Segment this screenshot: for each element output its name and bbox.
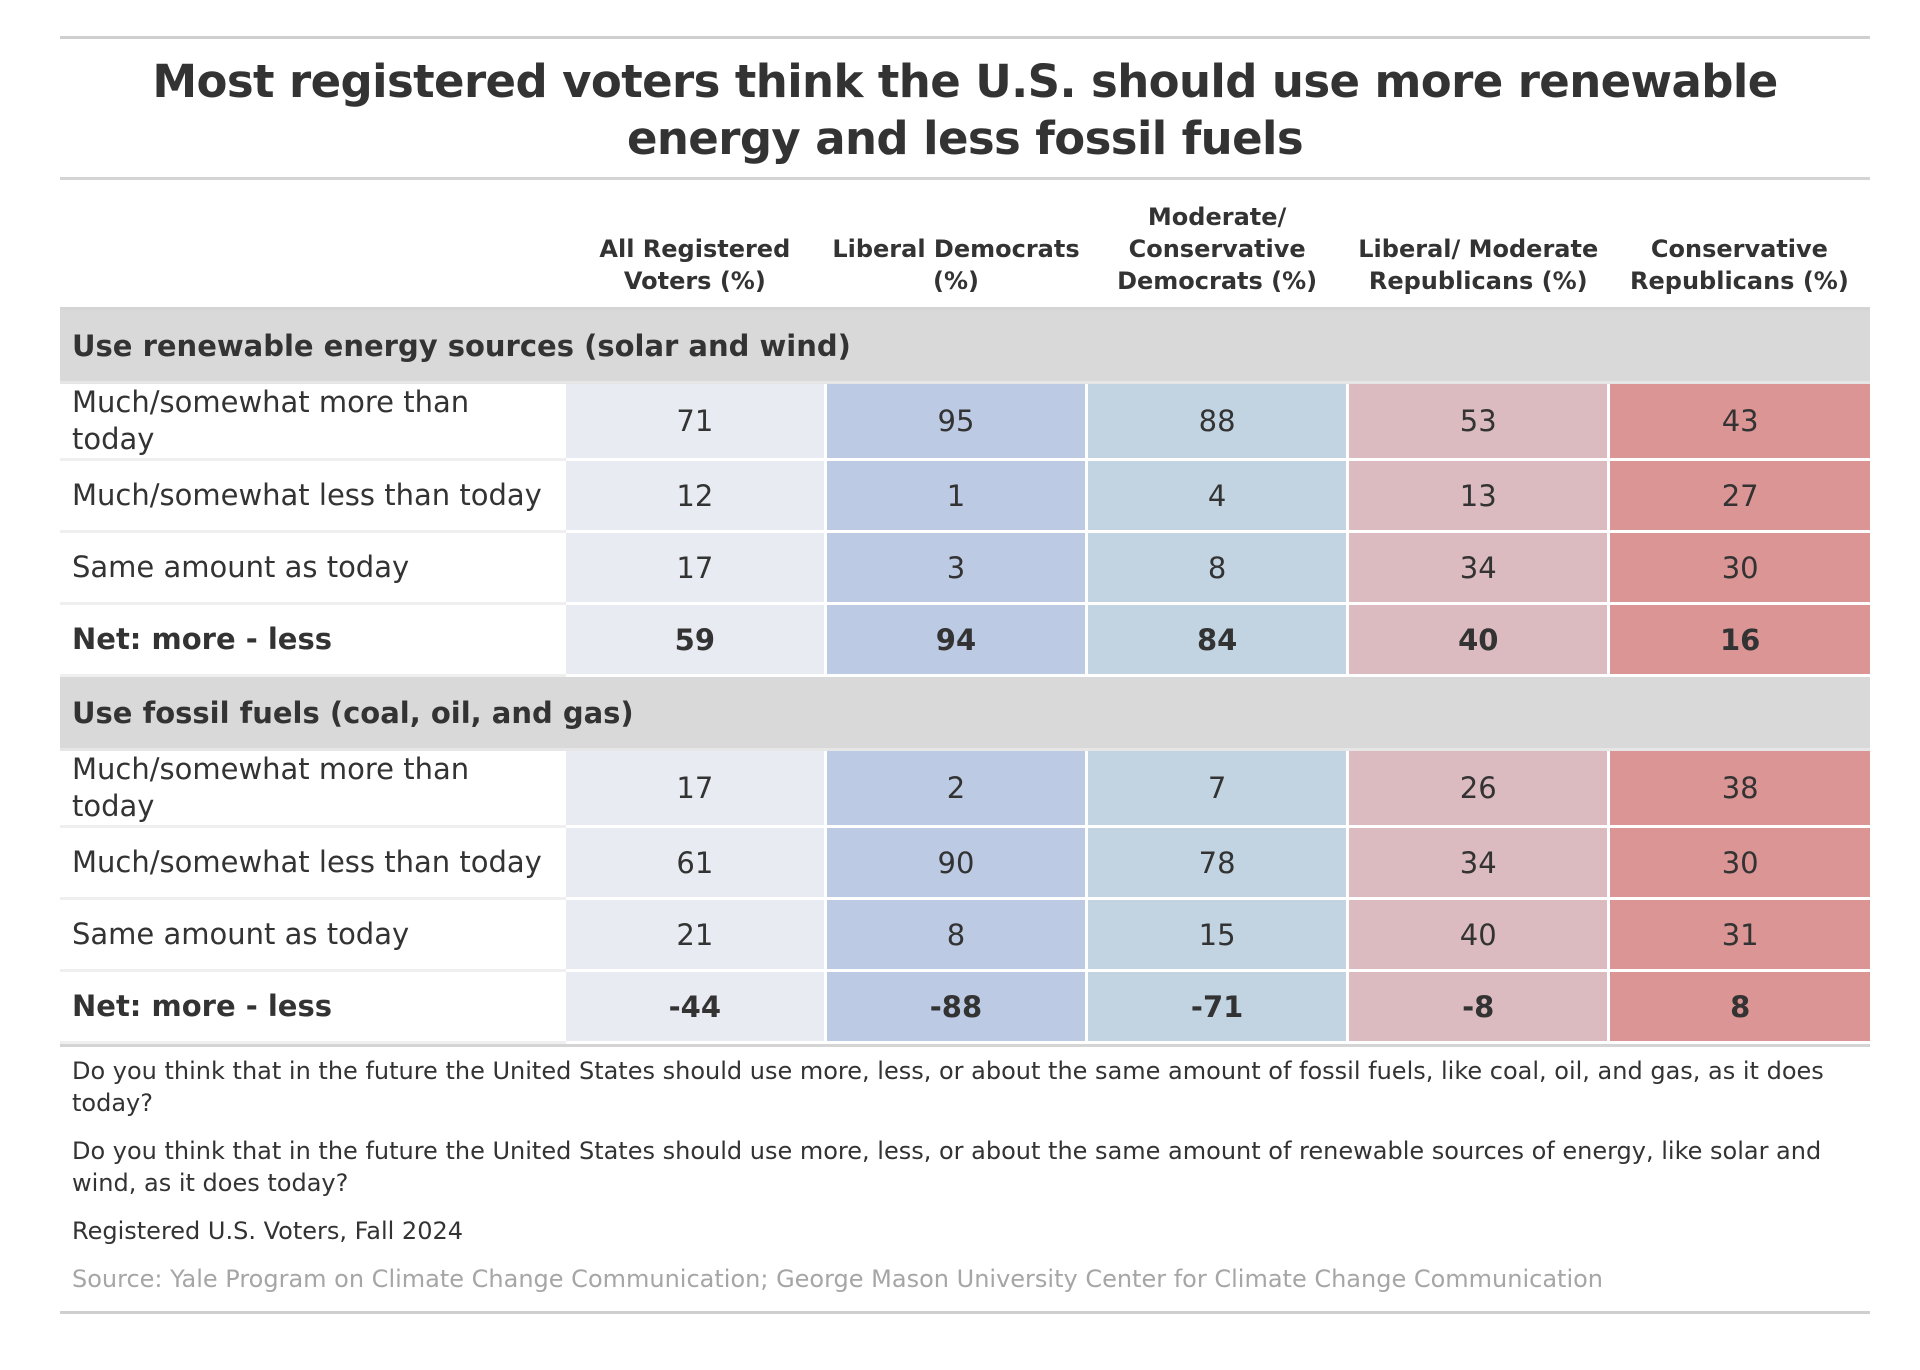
value-cell: 2 [823, 749, 1087, 828]
data-table: All Registered Voters (%) Liberal Democr… [60, 180, 1870, 1044]
bottom-rule [60, 1311, 1870, 1314]
value-cell: 40 [1346, 603, 1609, 677]
value-cell: 61 [562, 826, 826, 900]
title-rule [60, 177, 1870, 180]
value-cell: 13 [1346, 459, 1609, 533]
note-question-fossil: Do you think that in the future the Unit… [72, 1057, 1824, 1117]
note-question-renewable: Do you think that in the future the Unit… [72, 1137, 1822, 1197]
value-cell: 4 [1085, 459, 1348, 533]
value-cell: 53 [1346, 382, 1609, 461]
value-cell: 8 [823, 898, 1087, 972]
value-cell: 31 [1607, 898, 1870, 972]
value-cell: 30 [1607, 531, 1870, 605]
value-cell: -44 [562, 970, 826, 1044]
value-cell: 26 [1346, 749, 1609, 828]
value-cell: 8 [1085, 531, 1348, 605]
value-cell: 21 [562, 898, 826, 972]
table-row: Same amount as today 21 8 15 40 31 [60, 898, 1870, 972]
value-cell: 15 [1085, 898, 1348, 972]
value-cell: 95 [823, 382, 1087, 461]
value-cell: 8 [1607, 970, 1870, 1044]
value-cell: 78 [1085, 826, 1348, 900]
notes: Do you think that in the future the Unit… [60, 1047, 1870, 1295]
value-cell: 1 [823, 459, 1087, 533]
value-cell: 84 [1085, 603, 1348, 677]
row-label: Same amount as today [60, 531, 565, 605]
header-row: All Registered Voters (%) Liberal Democr… [60, 180, 1870, 310]
value-cell: 34 [1346, 826, 1609, 900]
column-header: All Registered Voters (%) [564, 180, 826, 310]
table-bottom-rule [60, 1044, 1870, 1047]
table-row: Much/somewhat less than today 61 90 78 34 30 [60, 826, 1870, 900]
column-header: Liberal/ Moderate Republicans (%) [1347, 180, 1609, 310]
value-cell: -88 [823, 970, 1087, 1044]
value-cell: -71 [1085, 970, 1348, 1044]
value-cell: 94 [823, 603, 1087, 677]
table-row: Same amount as today 17 3 8 34 30 [60, 531, 1870, 605]
section-row: Use renewable energy sources (solar and … [60, 308, 1870, 384]
row-label: Much/somewhat more than today [60, 749, 565, 828]
chart-title: Most registered voters think the U.S. sh… [152, 55, 1778, 165]
section-row: Use fossil fuels (coal, oil, and gas) [60, 675, 1870, 751]
value-cell: 17 [562, 531, 826, 605]
table-row: Much/somewhat more than today 71 95 88 53 43 [60, 382, 1870, 461]
column-header: Liberal Democrats (%) [825, 180, 1087, 310]
column-header: Conservative Republicans (%) [1608, 180, 1870, 310]
value-cell: 38 [1607, 749, 1870, 828]
value-cell: 59 [562, 603, 826, 677]
value-cell: 16 [1607, 603, 1870, 677]
table-row: Much/somewhat less than today 12 1 4 13 27 [60, 459, 1870, 533]
value-cell: 7 [1085, 749, 1348, 828]
value-cell: 30 [1607, 826, 1870, 900]
table-body: Use renewable energy sources (solar and … [60, 308, 1870, 1044]
top-rule [60, 36, 1870, 39]
row-label: Much/somewhat less than today [60, 826, 565, 900]
value-cell: 40 [1346, 898, 1609, 972]
row-label: Same amount as today [60, 898, 565, 972]
section-title: Use fossil fuels (coal, oil, and gas) [60, 675, 1870, 751]
column-header: Moderate/ Conservative Democrats (%) [1086, 180, 1348, 310]
value-cell: 17 [562, 749, 826, 828]
table-row: Net: more - less 59 94 84 40 16 [60, 603, 1870, 677]
value-cell: -8 [1346, 970, 1609, 1044]
value-cell: 43 [1607, 382, 1870, 461]
row-label: Much/somewhat less than today [60, 459, 565, 533]
note-sample: Registered U.S. Voters, Fall 2024 [72, 1217, 463, 1245]
table-row: Net: more - less -44 -88 -71 -8 8 [60, 970, 1870, 1044]
section-title: Use renewable energy sources (solar and … [60, 308, 1870, 384]
table-row: Much/somewhat more than today 17 2 7 26 38 [60, 749, 1870, 828]
row-label: Net: more - less [60, 970, 565, 1044]
value-cell: 12 [562, 459, 826, 533]
source-note: Source: Yale Program on Climate Change C… [72, 1265, 1604, 1293]
value-cell: 88 [1085, 382, 1348, 461]
chart-frame: Most registered voters think the U.S. sh… [60, 36, 1870, 1314]
value-cell: 90 [823, 826, 1087, 900]
value-cell: 34 [1346, 531, 1609, 605]
value-cell: 27 [1607, 459, 1870, 533]
value-cell: 71 [562, 382, 826, 461]
row-label: Much/somewhat more than today [60, 382, 565, 461]
value-cell: 3 [823, 531, 1087, 605]
row-label: Net: more - less [60, 603, 565, 677]
header-blank [60, 180, 565, 310]
